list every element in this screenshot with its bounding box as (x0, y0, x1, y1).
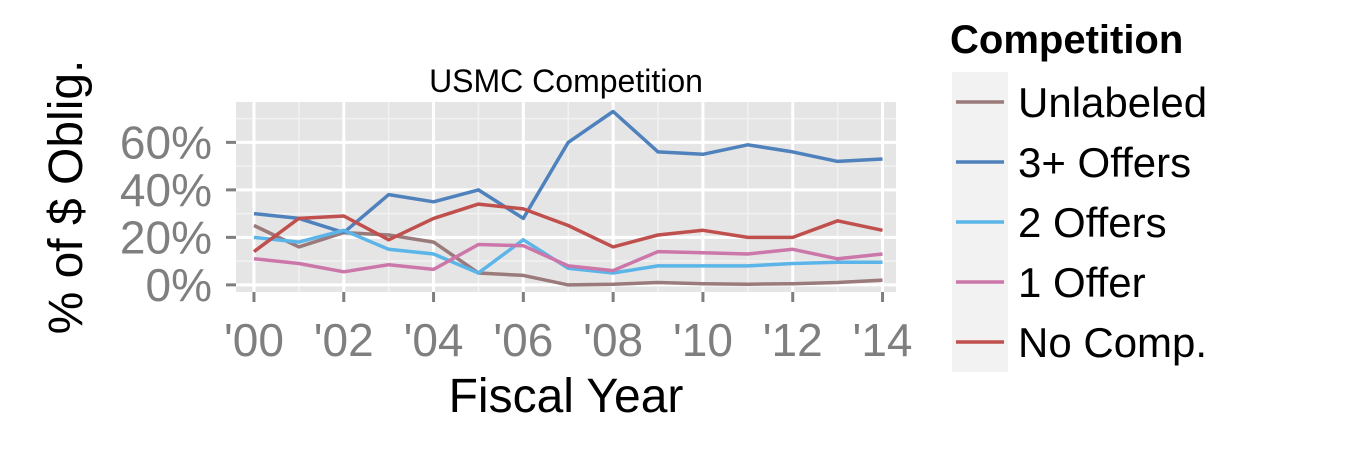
legend-label: 2 Offers (1018, 199, 1167, 246)
legend-label: Unlabeled (1018, 79, 1207, 126)
legend-label: 1 Offer (1018, 259, 1146, 306)
y-tick-label: 60% (120, 116, 212, 168)
legend-title: Competition (950, 18, 1183, 62)
series-line-no-comp (252, 202, 883, 254)
x-tick-label: '04 (404, 314, 464, 366)
x-tick-label: '14 (853, 314, 913, 366)
series-line-1-offer (253, 242, 883, 274)
legend-label: No Comp. (1018, 319, 1207, 366)
grid-minor (236, 102, 896, 292)
x-tick-label: '02 (314, 314, 374, 366)
y-tick-label: 0% (146, 259, 212, 311)
chart-title: USMC Competition (429, 63, 703, 99)
series-line-unlabeled (253, 223, 883, 287)
y-tick-label: 20% (120, 211, 212, 263)
series-line-2-offers (253, 228, 883, 275)
legend: Competition Unlabeled 3+ Offers 2 Offers 1 … (950, 18, 1207, 372)
y-tick-label: 40% (120, 164, 212, 216)
x-tick-label: '00 (224, 314, 284, 366)
plot-panel (236, 102, 896, 292)
series-line-3-offers (253, 109, 883, 235)
y-axis-title: % of $ Oblig. (40, 60, 93, 335)
legend-items: Unlabeled 3+ Offers 2 Offers 1 Offer No Comp… (952, 72, 1207, 372)
y-axis: 0%20%40%60% (120, 116, 236, 311)
x-axis-title: Fiscal Year (449, 370, 684, 423)
series-layer (252, 109, 883, 287)
x-axis: '00 '02 '04 '06 '08 '10 '12 '14 (224, 292, 913, 366)
x-tick-label: '12 (763, 314, 823, 366)
x-tick-label: '10 (673, 314, 733, 366)
legend-label: 3+ Offers (1018, 139, 1191, 186)
x-tick-label: '06 (493, 314, 553, 366)
x-tick-label: '08 (583, 314, 643, 366)
